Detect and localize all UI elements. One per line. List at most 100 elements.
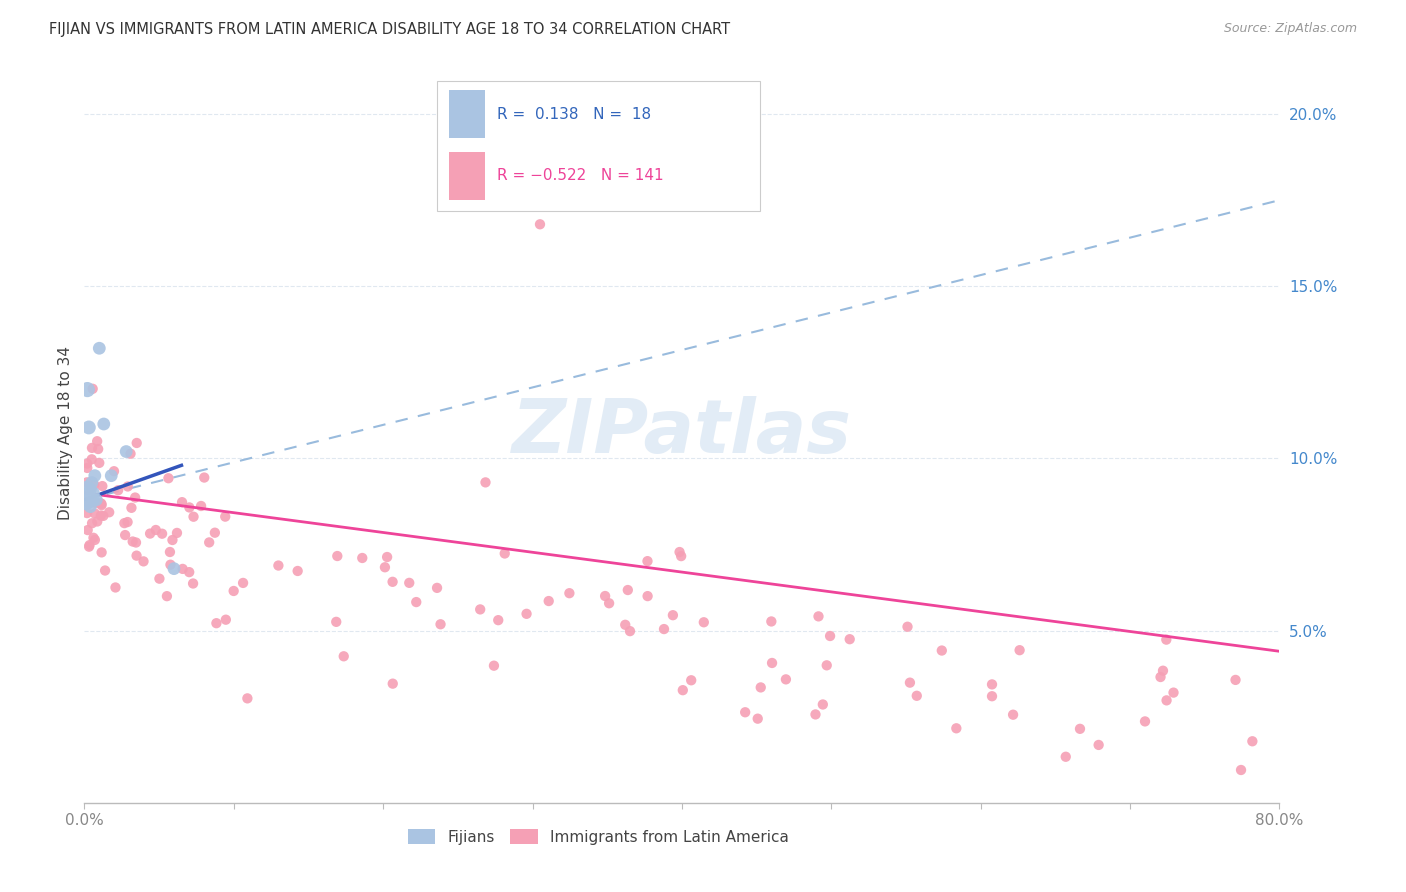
Point <box>159 545 181 559</box>
Point <box>124 491 146 505</box>
Point <box>896 620 918 634</box>
Point <box>474 475 496 490</box>
Point <box>125 436 148 450</box>
Point <box>981 677 1004 691</box>
Point <box>117 479 139 493</box>
Point <box>619 624 641 639</box>
Point <box>898 675 921 690</box>
Point <box>170 495 193 509</box>
Point <box>162 533 184 547</box>
Point <box>181 576 204 591</box>
Point <box>84 496 107 510</box>
Point <box>1163 685 1185 699</box>
Point <box>93 417 115 431</box>
Point <box>90 496 112 510</box>
Point <box>222 584 245 599</box>
Point <box>76 383 98 397</box>
Point <box>159 558 181 572</box>
Point <box>374 560 396 574</box>
Point <box>79 500 101 514</box>
Point <box>1133 714 1156 729</box>
Point <box>1069 722 1091 736</box>
Point <box>80 492 103 507</box>
Point <box>125 549 148 563</box>
Point <box>89 456 111 470</box>
Point <box>82 531 104 545</box>
Point <box>80 516 103 531</box>
Point <box>375 549 398 564</box>
Point <box>179 500 201 515</box>
Point <box>662 608 685 623</box>
Point <box>204 525 226 540</box>
Point <box>332 649 354 664</box>
Point <box>93 508 115 523</box>
Point <box>107 483 129 498</box>
Point <box>614 617 637 632</box>
Point <box>1008 643 1031 657</box>
Point <box>86 434 108 449</box>
Point <box>157 471 180 485</box>
Point <box>381 574 404 589</box>
Text: FIJIAN VS IMMIGRANTS FROM LATIN AMERICA DISABILITY AGE 18 TO 34 CORRELATION CHAR: FIJIAN VS IMMIGRANTS FROM LATIN AMERICA … <box>49 22 730 37</box>
Point <box>80 475 103 490</box>
Point <box>98 505 121 519</box>
Point <box>945 721 967 735</box>
Point <box>558 586 581 600</box>
Point <box>668 545 690 559</box>
Point <box>77 540 100 554</box>
Point <box>236 691 259 706</box>
Legend: Fijians, Immigrants from Latin America: Fijians, Immigrants from Latin America <box>402 822 794 851</box>
Point <box>352 551 374 566</box>
Point <box>76 461 98 475</box>
Point <box>516 607 538 621</box>
Point <box>804 707 827 722</box>
Point <box>77 420 100 434</box>
Point <box>112 516 135 530</box>
Point <box>669 549 692 563</box>
Point <box>76 506 98 520</box>
Point <box>125 535 148 549</box>
Point <box>103 464 125 478</box>
Point <box>818 629 841 643</box>
Point <box>1087 738 1109 752</box>
Point <box>1156 632 1178 647</box>
Point <box>80 441 103 455</box>
Point <box>82 492 104 507</box>
Point <box>79 538 101 552</box>
Text: R =  0.138   N =  18: R = 0.138 N = 18 <box>496 107 651 122</box>
Point <box>80 452 103 467</box>
Point <box>1156 693 1178 707</box>
Point <box>747 712 769 726</box>
Point <box>76 483 98 497</box>
Point <box>1149 670 1171 684</box>
Point <box>179 565 201 579</box>
Point <box>89 341 111 355</box>
Point <box>811 698 834 712</box>
Point <box>734 705 756 719</box>
Point <box>905 689 928 703</box>
Point <box>120 447 142 461</box>
Point <box>76 475 98 490</box>
Point <box>287 564 309 578</box>
Point <box>405 595 427 609</box>
Point <box>82 486 104 500</box>
Point <box>617 582 640 597</box>
Point <box>120 500 142 515</box>
Point <box>148 572 170 586</box>
Point <box>815 658 838 673</box>
Point <box>232 576 254 591</box>
Point <box>637 554 659 568</box>
Point <box>114 528 136 542</box>
Point <box>121 534 143 549</box>
Point <box>1225 673 1247 687</box>
Point <box>693 615 716 630</box>
Point <box>83 477 105 491</box>
Point <box>1241 734 1264 748</box>
Point <box>87 442 110 456</box>
Point <box>494 547 516 561</box>
Point <box>529 217 551 231</box>
Point <box>166 525 188 540</box>
Point <box>115 444 138 458</box>
Point <box>215 613 238 627</box>
Text: Source: ZipAtlas.com: Source: ZipAtlas.com <box>1223 22 1357 36</box>
